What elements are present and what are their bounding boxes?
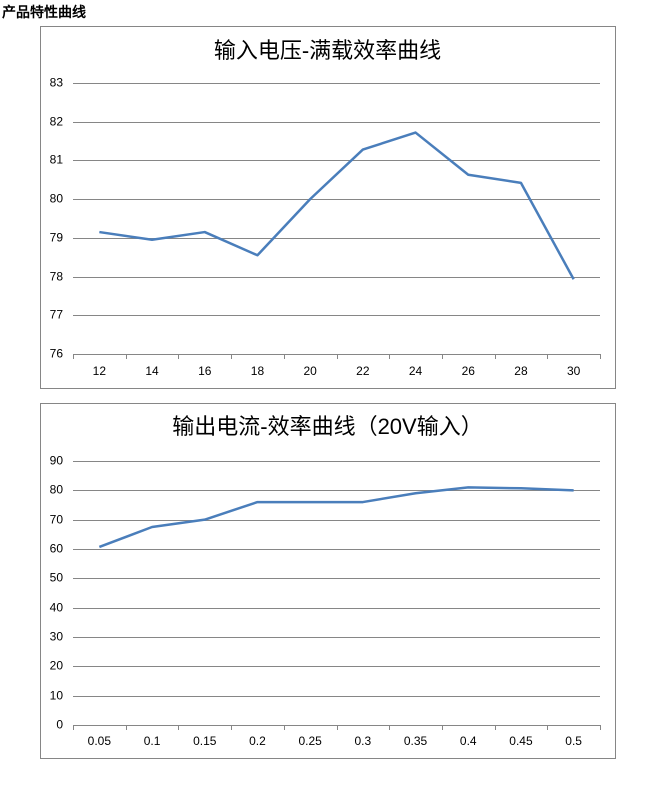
- x-tick-label: 30: [567, 364, 581, 378]
- x-tick-label: 0.3: [355, 734, 372, 748]
- y-tick-label: 20: [50, 659, 64, 673]
- x-tick-label: 22: [356, 364, 370, 378]
- x-tick-label: 24: [409, 364, 423, 378]
- data-line: [98, 486, 574, 549]
- y-tick-label: 82: [50, 115, 64, 129]
- y-tick-label: 79: [50, 231, 64, 245]
- x-tick-label: 14: [145, 364, 159, 378]
- chart-frame: [40, 403, 616, 759]
- y-tick-label: 10: [50, 689, 64, 703]
- y-tick-label: 70: [50, 513, 64, 527]
- y-tick-label: 50: [50, 571, 64, 585]
- x-tick-label: 28: [514, 364, 528, 378]
- x-tick-label: 0.5: [565, 734, 582, 748]
- x-tick-label: 26: [462, 364, 476, 378]
- x-tick-label: 0.25: [298, 734, 322, 748]
- x-tick-label: 20: [303, 364, 317, 378]
- y-tick-label: 0: [56, 718, 63, 732]
- y-tick-label: 80: [50, 483, 64, 497]
- x-tick-label: 18: [251, 364, 265, 378]
- data-line: [99, 131, 575, 280]
- y-tick-label: 81: [50, 153, 64, 167]
- x-tick-label: 0.45: [509, 734, 533, 748]
- x-tick-label: 12: [93, 364, 107, 378]
- x-tick-label: 0.35: [404, 734, 428, 748]
- y-tick-label: 83: [50, 76, 64, 90]
- chart-title: 输出电流-效率曲线（20V输入）: [172, 414, 482, 439]
- x-tick-label: 16: [198, 364, 212, 378]
- page-heading: 产品特性曲线: [2, 4, 86, 20]
- chart-title: 输入电压-满载效率曲线: [214, 38, 441, 63]
- chart-frame: [40, 26, 616, 389]
- y-tick-label: 77: [50, 308, 64, 322]
- x-tick-label: 0.4: [460, 734, 477, 748]
- y-tick-label: 40: [50, 601, 64, 615]
- y-tick-label: 78: [50, 270, 64, 284]
- y-tick-label: 60: [50, 542, 64, 556]
- y-tick-label: 90: [50, 454, 64, 468]
- y-tick-label: 80: [50, 192, 64, 206]
- x-tick-label: 0.2: [249, 734, 266, 748]
- x-tick-label: 0.15: [193, 734, 217, 748]
- y-tick-label: 30: [50, 630, 64, 644]
- x-tick-label: 0.1: [144, 734, 161, 748]
- y-tick-label: 76: [50, 347, 64, 361]
- x-tick-label: 0.05: [88, 734, 112, 748]
